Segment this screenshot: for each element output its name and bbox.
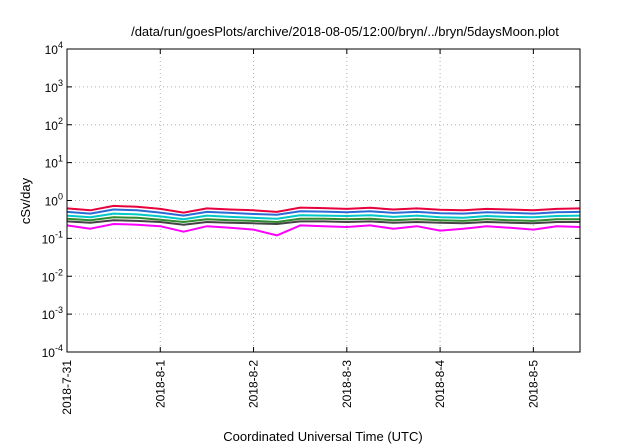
y-tick-label: 104 <box>45 40 63 57</box>
x-axis-label: Coordinated Universal Time (UTC) <box>223 429 422 444</box>
y-tick-base: 10 <box>45 81 59 95</box>
chart-title: /data/run/goesPlots/archive/2018-08-05/1… <box>131 24 559 39</box>
y-tick-exponent: -1 <box>55 229 63 239</box>
y-tick-exponent: 3 <box>58 78 63 88</box>
y-tick-label: 10-1 <box>42 229 63 246</box>
y-tick-base: 10 <box>45 119 59 133</box>
y-tick-exponent: 4 <box>58 40 63 50</box>
series-line-5 <box>66 219 580 226</box>
y-tick-label: 102 <box>45 116 63 133</box>
y-tick-exponent: 0 <box>58 192 63 202</box>
y-tick-label: 100 <box>45 192 63 209</box>
y-tick-base: 10 <box>45 195 59 209</box>
y-tick-label: 101 <box>45 154 63 171</box>
x-tick-label: 2018-7-31 <box>60 360 74 415</box>
y-tick-label: 103 <box>45 78 63 95</box>
y-tick-exponent: 2 <box>58 116 63 126</box>
series-line-1 <box>66 204 581 214</box>
y-tick-base: 10 <box>45 157 59 171</box>
grid-layer <box>66 48 580 353</box>
series-line-3 <box>66 212 581 221</box>
y-tick-exponent: -3 <box>55 305 63 315</box>
y-tick-label: 10-3 <box>42 305 63 322</box>
y-tick-exponent: 1 <box>58 154 63 164</box>
y-tick-base: 10 <box>42 308 56 322</box>
y-tick-exponent: -4 <box>55 343 63 353</box>
y-tick-label: 10-4 <box>42 343 63 360</box>
x-axis: 2018-7-31 2018-8-1 2018-8-2 2018-8-3 2018-8-… <box>60 49 540 415</box>
series-line-2 <box>66 208 581 217</box>
x-tick-label: 2018-8-4 <box>433 360 447 408</box>
x-tick-label: 2018-8-2 <box>247 360 261 408</box>
y-tick-label: 10-2 <box>42 267 63 284</box>
y-tick-exponent: -2 <box>55 267 63 277</box>
x-tick-label: 2018-8-1 <box>153 360 167 408</box>
series-line-6 <box>66 223 581 237</box>
y-tick-base: 10 <box>45 43 59 57</box>
y-tick-base: 10 <box>42 270 56 284</box>
y-tick-base: 10 <box>42 232 56 246</box>
x-tick-label: 2018-8-5 <box>526 360 540 408</box>
y-tick-base: 10 <box>42 346 56 360</box>
series-line-4 <box>66 216 580 223</box>
series-layer <box>66 204 581 237</box>
y-axis-label: cSv/day <box>18 177 33 224</box>
x-tick-label: 2018-8-3 <box>340 360 354 408</box>
